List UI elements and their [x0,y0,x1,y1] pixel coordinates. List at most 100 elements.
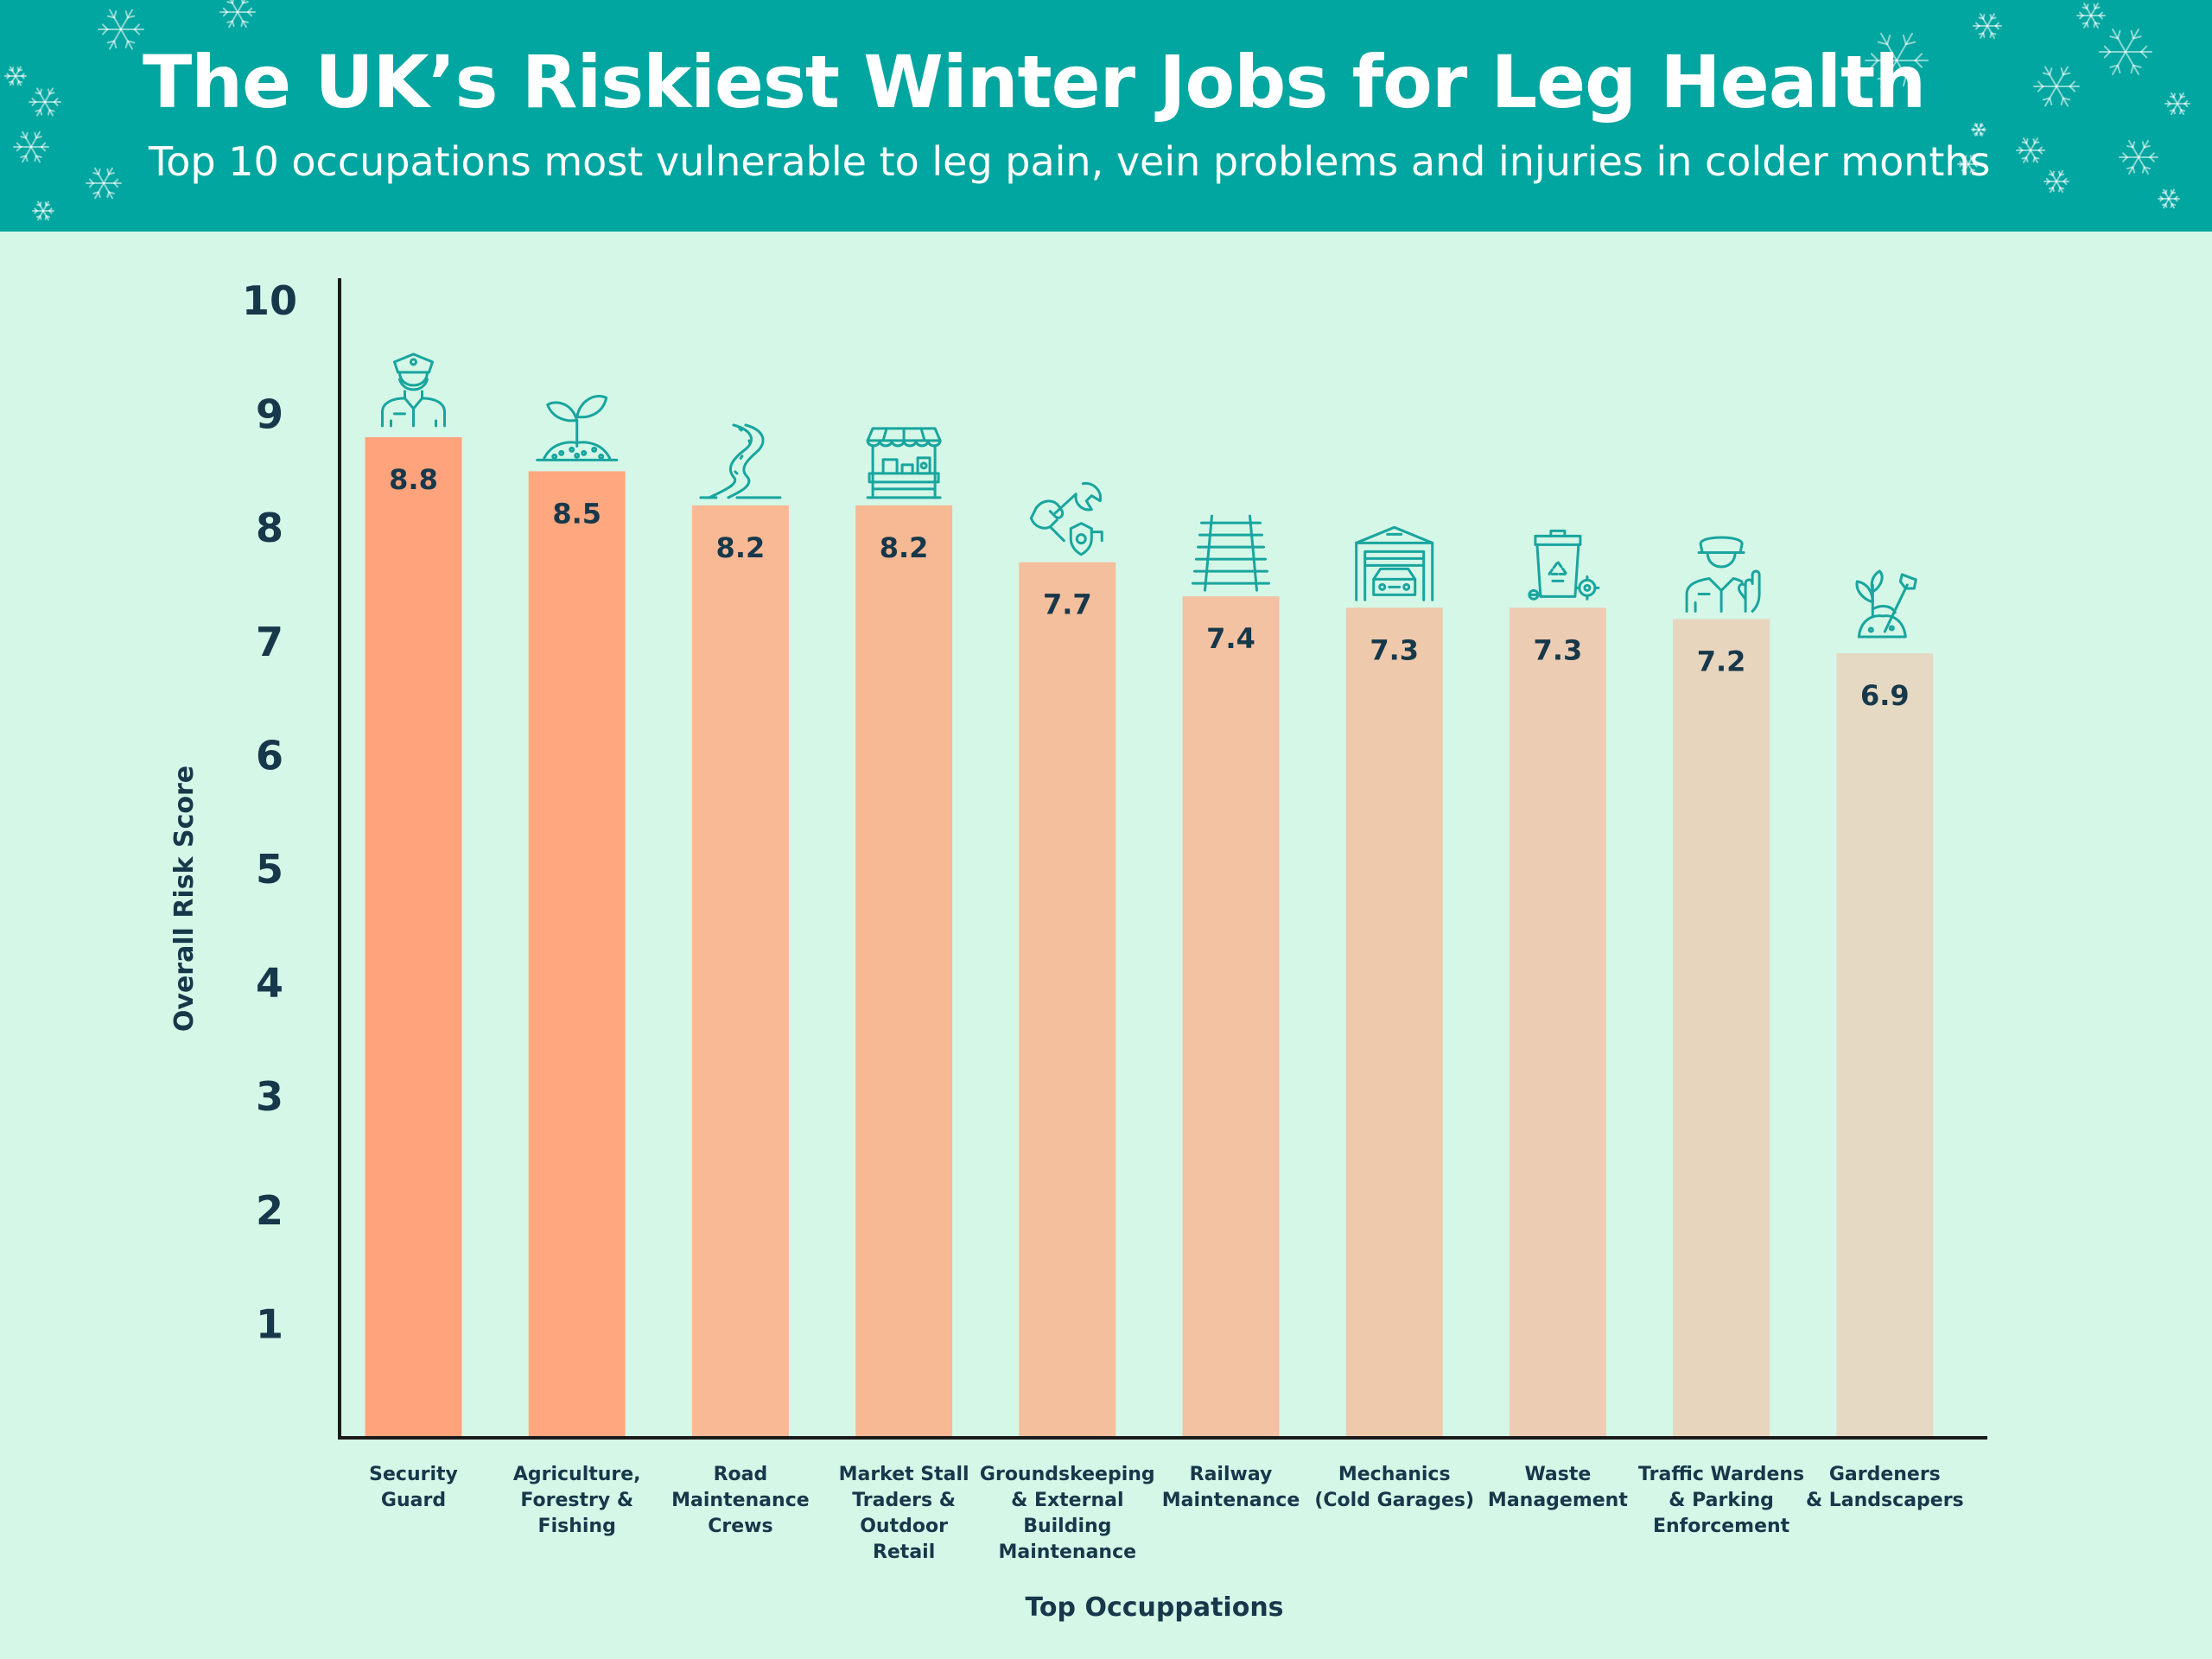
category-label-line: & External [1011,1490,1123,1511]
category-label-line: Mechanics [1338,1464,1451,1485]
wrench-hand-icon [1029,481,1103,556]
bar-5 [1019,562,1116,1438]
y-tick-label: 7 [256,619,283,665]
y-tick-label: 5 [256,846,283,893]
category-label-line: Maintenance [999,1541,1137,1563]
bar-1 [365,436,462,1438]
category-label: Groundskeeping & External Building Maintena… [980,1464,1155,1563]
y-tick-label: 10 [242,277,297,324]
snowflake-icon [98,9,144,50]
market-stall-icon [866,427,942,499]
category-label-line: Waste [1524,1464,1591,1485]
snowflake-icon [2119,139,2158,175]
plant-sprout-icon [536,394,619,461]
snowflake-decorations [4,0,2190,221]
bar-7 [1345,607,1443,1438]
y-axis-title: Overall Risk Score [169,766,200,1032]
bar-8 [1509,607,1606,1438]
value-labels: 8.8 8.5 8.2 8.2 7.7 7.4 7.3 7.3 7.2 6.9 [389,463,1909,712]
snowflake-icon [1973,13,2002,39]
y-tick-label: 4 [256,960,283,1007]
value-label: 6.9 [1860,679,1910,712]
category-label-line: Outdoor [860,1516,948,1537]
page-subtitle: Top 10 occupations most vulnerable to le… [149,138,1991,185]
x-axis-title: Top Occuppations [1025,1592,1283,1623]
category-label-line: Fishing [538,1516,616,1537]
snowflake-icon [2033,66,2080,107]
snowflake-icon [13,130,49,163]
bar-2 [528,471,626,1438]
category-label: Agriculture, Forestry & Fishing [513,1464,641,1537]
y-tick-label: 2 [256,1187,283,1234]
category-label-line: & Landscapers [1806,1490,1964,1511]
snowflake-icon [2044,169,2069,194]
railway-track-icon [1192,514,1270,592]
snowflake-icon [32,200,54,221]
category-label-line: Enforcement [1653,1516,1790,1537]
category-label-line: Guard [381,1490,446,1511]
snowflake-icon [29,87,61,117]
category-label: Market Stall Traders & Outdoor Retail [839,1464,969,1563]
category-label: Traffic Wardens & Parking Enforcement [1638,1464,1804,1537]
snowflake-icon [1971,123,1986,137]
snowflake-icon [1865,32,1929,89]
category-label-line: (Cold Garages) [1314,1490,1474,1511]
y-tick-label: 8 [256,505,283,551]
category-label-line: Railway [1190,1464,1273,1485]
bar-6 [1182,596,1280,1438]
value-label: 8.8 [389,463,438,496]
security-guard-icon [381,353,446,428]
category-label: Railway Maintenance [1162,1464,1300,1511]
bar-4 [855,505,953,1438]
snowflake-icon [2099,29,2152,75]
value-label: 7.4 [1206,622,1255,655]
y-tick-label: 1 [256,1300,283,1347]
value-label: 7.2 [1697,645,1746,677]
value-label: 8.5 [552,497,601,530]
value-label: 7.7 [1043,588,1092,621]
category-label: Security Guard [369,1464,458,1511]
y-tick-label: 3 [256,1073,283,1120]
category-label-line: Road [714,1464,768,1485]
category-label-line: Traffic Wardens [1638,1464,1804,1485]
shovel-plant-icon [1855,569,1917,639]
category-label-line: Security [369,1464,458,1485]
category-label-line: Groundskeeping [980,1464,1155,1485]
page-title: The UK’s Riskiest Winter Jobs for Leg He… [143,40,1926,124]
category-label-line: & Parking [1669,1490,1774,1511]
category-label-line: Building [1023,1516,1111,1537]
category-labels: Security Guard Agriculture, Forestry & Fishi… [369,1464,1964,1563]
bar-icons [381,353,1917,639]
category-label-line: Agriculture, [513,1464,641,1485]
snowflake-icon [4,66,27,86]
snowflake-icon [219,0,256,29]
category-label: Gardeners & Landscapers [1806,1464,1964,1511]
category-label: Waste Management [1488,1464,1628,1511]
winding-road-icon [699,423,782,499]
bar-3 [691,505,789,1438]
category-label-line: Traders & [852,1490,956,1511]
y-axis-ticks: 1 2 3 4 5 6 7 8 9 10 [242,277,297,1347]
category-label-line: Crews [708,1516,772,1537]
value-label: 8.2 [880,531,929,564]
snowflake-icon [2076,3,2106,29]
category-label-line: Maintenance [1162,1490,1300,1511]
bar-10 [1836,652,1934,1438]
garage-car-icon [1355,525,1434,601]
header-banner: The UK’s Riskiest Winter Jobs for Leg He… [0,0,2212,232]
value-label: 8.2 [716,531,766,564]
value-label: 7.3 [1370,633,1419,666]
snowflake-icon [2158,188,2180,209]
category-label: Road Maintenance Crews [671,1464,810,1537]
snowflake-icon [86,167,122,200]
category-label-line: Gardeners [1829,1464,1941,1485]
category-label: Mechanics (Cold Garages) [1314,1464,1474,1511]
category-label-line: Market Stall [839,1464,969,1485]
category-label-line: Management [1488,1490,1628,1511]
y-tick-label: 9 [256,391,283,438]
category-label-line: Maintenance [671,1490,810,1511]
traffic-warden-icon [1685,536,1761,613]
recycling-bin-icon [1528,529,1600,601]
bar-series [365,436,1934,1438]
